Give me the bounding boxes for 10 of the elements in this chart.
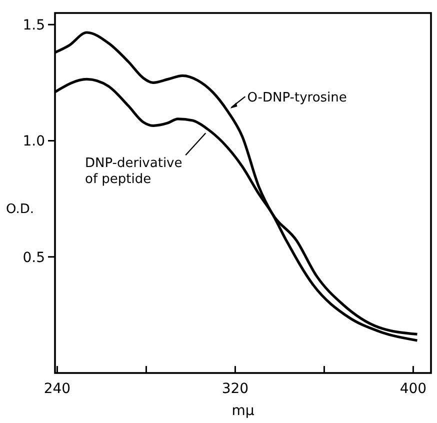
x-axis-title: mμ [232,403,254,419]
x-tick-label: 240 [44,381,71,397]
y-tick-label: 0.5 [22,250,45,266]
y-tick-label: 1.0 [22,134,45,150]
x-tick-label: 320 [222,381,249,397]
y-tick-label: 1.5 [22,18,45,34]
legend-label: O-DNP-tyrosine [247,90,347,106]
text: DNP-derivative of peptide [85,156,182,188]
x-tick-label: 400 [400,381,427,397]
y-axis-title: O.D. [6,202,34,217]
